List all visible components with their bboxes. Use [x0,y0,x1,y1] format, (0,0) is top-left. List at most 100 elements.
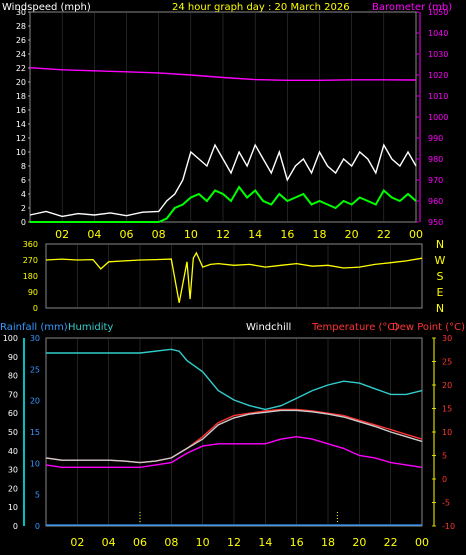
panel1-right-tick: 950 [428,218,443,227]
panel3-rain-tick: 20 [30,397,40,406]
panel1-x-tick: 04 [87,228,101,241]
panel3-rain-tick: 30 [30,334,40,343]
panel3-temp-tick: 5 [442,452,447,461]
panel1-series-2 [30,185,417,223]
panel1-left-tick: 4 [21,190,26,199]
dewpoint-label: Dew Point (°C) [392,322,465,333]
graph-title: 24 hour graph day : 20 March 2026 [172,2,350,13]
panel3-x-tick: 02 [70,536,84,549]
panel3-temp-tick: 15 [442,405,452,414]
panel1-x-tick: 16 [280,228,294,241]
panel1-right-tick: 990 [428,134,443,143]
panel3-rain-tick: 25 [30,365,40,374]
windspeed-label: Windspeed (mph) [2,2,91,13]
panel1-right-tick: 1020 [428,71,448,80]
panel1-left-tick: 0 [21,218,26,227]
panel1-right-tick: 980 [428,155,443,164]
panel3-hum-tick: 20 [8,484,18,493]
panel2-left-tick: 90 [28,288,38,297]
panel3-hum-tick: 60 [8,409,18,418]
panel3-hum-tick: 100 [3,334,18,343]
barometer-label: Barometer (mb) [372,2,452,13]
panel1-left-tick: 26 [16,36,26,45]
panel1-series-1 [29,143,417,218]
panel3-x-tick: 06 [133,536,147,549]
panel1-right-tick: 1000 [428,113,448,122]
panel1-left-tick: 18 [16,92,26,101]
panel1-right-tick: 1010 [428,92,448,101]
panel3-x-tick: 12 [227,536,241,549]
panel1-right-tick: 1050 [428,8,448,17]
panel3-rain-tick: 5 [35,491,40,500]
panel3-hum-tick: 50 [8,428,18,437]
panel3-x-tick: 18 [321,536,335,549]
panel1-x-tick: 20 [345,228,359,241]
panel1-left-tick: 6 [21,176,26,185]
panel3-temp-tick: 25 [442,358,452,367]
panel3-hum-tick: 70 [8,390,18,399]
panel1-right-tick: 1030 [428,50,448,59]
panel1-left-tick: 14 [16,120,26,129]
panel1-x-tick: 14 [248,228,262,241]
panel1-x-tick: 18 [313,228,327,241]
panel3-x-tick: 16 [290,536,304,549]
panel2-left-tick: 180 [23,272,38,281]
panel3-hum-tick: 10 [8,503,18,512]
panel1-left-tick: 16 [16,106,26,115]
panel3-temp-tick: 0 [442,475,447,484]
panel2-right-label: N [436,238,444,251]
panel1-left-tick: 20 [16,78,26,87]
panel1-left-tick: 10 [16,148,26,157]
panel1-x-tick: 00 [409,228,423,241]
panel2-right-label: S [437,270,444,283]
windchill-label: Windchill [246,322,291,333]
panel2-left-tick: 0 [33,304,38,313]
panel1-left-tick: 2 [21,204,26,213]
panel3-hum-tick: 90 [8,353,18,362]
panel1-x-tick: 02 [55,228,69,241]
panel1-left-tick: 24 [16,50,26,59]
panel3-temp-tick: 10 [442,428,452,437]
panel3-temp-tick: 30 [442,334,452,343]
panel1-x-tick: 12 [216,228,230,241]
rainfall-label: Rainfall (mm) [0,322,68,333]
panel3-x-tick: 20 [352,536,366,549]
panel1-x-tick: 08 [152,228,166,241]
temperature-label: Temperature (°C) [311,322,398,333]
panel3-x-tick: 14 [258,536,272,549]
panel1-x-tick: 10 [184,228,198,241]
panel1-left-tick: 28 [16,22,26,31]
panel1-left-tick: 30 [16,8,26,17]
panel2-left-tick: 270 [23,256,38,265]
panel2-left-tick: 360 [23,240,38,249]
panel3-rain-tick: 15 [30,428,40,437]
panel3-rain-tick: 10 [30,459,40,468]
panel3-x-tick: 22 [384,536,398,549]
panel1-right-tick: 960 [428,197,443,206]
panel1-right-tick: 970 [428,176,443,185]
panel3-x-tick: 10 [196,536,210,549]
panel1-left-tick: 22 [16,64,26,73]
panel3-series-0 [46,348,423,411]
panel3-series-3 [45,435,423,468]
panel1-right-tick: 1040 [428,29,448,38]
panel3-rain-tick: 0 [35,522,40,531]
panel3-hum-tick: 40 [8,447,18,456]
humidity-label: Humidity [68,322,113,333]
panel2-right-label: W [435,254,446,267]
panel3-temp-tick: -10 [442,522,455,531]
panel1-left-tick: 8 [21,162,26,171]
panel1-left-tick: 12 [16,134,26,143]
panel2-right-label: E [437,286,444,299]
panel3-temp-tick: -5 [442,499,450,508]
panel1-x-tick: 06 [120,228,134,241]
panel1-x-tick: 22 [377,228,391,241]
panel3-hum-tick: 0 [13,522,18,531]
panel3-x-tick: 08 [164,536,178,549]
panel3-x-tick: 00 [415,536,429,549]
panel3-series-2 [45,409,423,464]
panel3-hum-tick: 30 [8,466,18,475]
panel3-temp-tick: 20 [442,381,452,390]
panel2-right-label: N [436,302,444,315]
